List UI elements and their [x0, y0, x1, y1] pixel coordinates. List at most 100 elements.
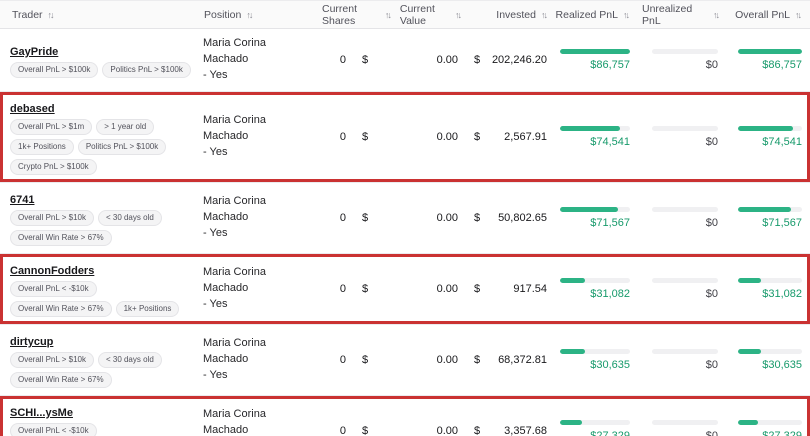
- trader-badge: < 30 days old: [97, 351, 162, 368]
- invested-amount: 917.54: [513, 282, 547, 295]
- invested-cell: $68,372.81: [466, 354, 552, 366]
- trader-name-link[interactable]: dirtycup: [10, 335, 54, 348]
- column-header-current-shares[interactable]: Current Shares ↑↓ Current Value ↑↓: [300, 1, 466, 29]
- trader-badge: Overall PnL > $10k: [10, 209, 94, 226]
- pnl-bar-track: [738, 48, 802, 54]
- trader-badge: 1k+ Positions: [10, 138, 74, 155]
- position-line1: Maria Corina Machado: [203, 265, 266, 294]
- pnl-value: $0: [705, 58, 718, 71]
- column-label: Trader: [12, 9, 43, 21]
- pnl-value: $74,541: [590, 135, 630, 148]
- position-line2: - Yes: [203, 145, 228, 158]
- unrealized-pnl-cell: $0: [642, 206, 728, 229]
- currency-symbol: $: [474, 130, 481, 143]
- pnl-bar-track: [560, 125, 630, 131]
- trader-cell: debased Overall PnL > $1m > 1 year old 1k+ …: [0, 99, 198, 175]
- trader-badge: Crypto PnL > $100k: [10, 158, 97, 175]
- unrealized-pnl-cell: $0: [642, 125, 728, 148]
- currency-symbol: $: [362, 53, 369, 66]
- realized-pnl-cell: $86,757: [552, 48, 642, 71]
- position-line1: Maria Corina Machado: [203, 113, 266, 142]
- pnl-value: $27,329: [762, 429, 802, 436]
- trader-badge: Overall PnL > $100k: [10, 61, 99, 78]
- trader-badge: Overall Win Rate > 67%: [10, 300, 112, 317]
- column-label: Realized PnL: [555, 9, 618, 21]
- pnl-value: $0: [705, 216, 718, 229]
- column-header-realized-pnl[interactable]: Realized PnL ↑↓: [552, 1, 642, 29]
- pnl-bar-track: [652, 277, 718, 283]
- column-header-position[interactable]: Position ↑↓: [198, 1, 300, 29]
- column-label: Current Value: [399, 3, 435, 27]
- currency-symbol: $: [474, 353, 481, 366]
- invested-amount: 202,246.20: [491, 53, 547, 66]
- trader-badge: Overall Win Rate > 67%: [10, 229, 112, 246]
- trader-name-link[interactable]: SCHI...ysMe: [10, 406, 73, 419]
- pnl-bar-track: [738, 348, 802, 354]
- pnl-bar-fill: [738, 348, 761, 354]
- invested-cell: $50,802.65: [466, 212, 552, 224]
- position-line1: Maria Corina Machado: [203, 407, 266, 436]
- pnl-bar-track: [560, 48, 630, 54]
- trader-name-link[interactable]: GayPride: [10, 45, 59, 58]
- table-header: Trader ↑↓ Position ↑↓ Current Shares ↑↓ …: [0, 1, 810, 29]
- trader-badge: 1k+ Positions: [115, 300, 180, 317]
- trader-cell: 6741 Overall PnL > $10k < 30 days old Overa…: [0, 190, 198, 246]
- table-row: dirtycup Overall PnL > $10k < 30 days old O…: [0, 325, 810, 396]
- overall-pnl-cell: $86,757: [728, 48, 810, 71]
- trader-badges: Overall PnL > $1m > 1 year old 1k+ Positio…: [10, 118, 192, 175]
- trader-badge: Overall PnL < -$10k: [10, 280, 97, 297]
- sort-icon: ↑↓: [455, 10, 462, 20]
- trader-badges: Overall PnL > $10k < 30 days old Overall W…: [10, 351, 192, 388]
- column-header-invested[interactable]: Invested ↑↓: [466, 1, 552, 29]
- position-line1: Maria Corina Machado: [203, 194, 266, 223]
- trader-badge: Overall PnL > $1m: [10, 118, 93, 135]
- column-header-trader[interactable]: Trader ↑↓: [0, 1, 198, 29]
- sort-icon: ↑↓: [795, 10, 802, 20]
- pnl-value: $86,757: [762, 58, 802, 71]
- trader-cell: dirtycup Overall PnL > $10k < 30 days old O…: [0, 332, 198, 388]
- pnl-value: $0: [705, 429, 718, 436]
- current-value-amount: 0.00: [436, 282, 458, 295]
- currency-symbol: $: [362, 130, 369, 143]
- currency-symbol: $: [362, 282, 369, 295]
- pnl-bar-fill: [560, 206, 618, 212]
- pnl-value: $86,757: [590, 58, 630, 71]
- current-value-cell: $0.00: [350, 54, 466, 66]
- trader-name-link[interactable]: 6741: [10, 193, 35, 206]
- column-header-unrealized-pnl[interactable]: Unrealized PnL ↑↓: [642, 1, 728, 29]
- table-row: debased Overall PnL > $1m > 1 year old 1k+ …: [0, 91, 810, 183]
- pnl-bar-fill: [738, 419, 759, 425]
- sort-icon: ↑↓: [713, 10, 720, 20]
- trader-name-link[interactable]: debased: [10, 102, 55, 115]
- trader-cell: GayPride Overall PnL > $100k Politics PnL …: [0, 42, 198, 78]
- table-row: GayPride Overall PnL > $100k Politics PnL …: [0, 29, 810, 92]
- position-cell: Maria Corina Machado - Yes: [198, 36, 300, 84]
- currency-symbol: $: [362, 353, 369, 366]
- current-value-cell: $0.00: [350, 283, 466, 295]
- trader-badge: < 30 days old: [97, 209, 162, 226]
- invested-amount: 68,372.81: [498, 353, 547, 366]
- currency-symbol: $: [362, 424, 369, 436]
- pnl-value: $0: [705, 287, 718, 300]
- column-header-overall-pnl[interactable]: Overall PnL ↑↓: [728, 1, 810, 29]
- pnl-bar-track: [560, 206, 630, 212]
- overall-pnl-cell: $30,635: [728, 348, 810, 371]
- position-cell: Maria Corina Machado - Yes: [198, 336, 300, 384]
- overall-pnl-cell: $74,541: [728, 125, 810, 148]
- pnl-bar-track: [738, 206, 802, 212]
- pnl-value: $31,082: [590, 287, 630, 300]
- column-header-current-value[interactable]: Current Value ↑↓: [399, 3, 462, 27]
- trader-name-link[interactable]: CannonFodders: [10, 264, 95, 277]
- pnl-value: $30,635: [762, 358, 802, 371]
- current-value-amount: 0.00: [436, 130, 458, 143]
- pnl-bar-fill: [560, 419, 583, 425]
- sort-icon: ↑↓: [623, 10, 630, 20]
- invested-cell: $2,567.91: [466, 131, 552, 143]
- pnl-bar-fill: [738, 206, 791, 212]
- current-shares-cell: 0: [339, 130, 346, 143]
- trader-badge: Politics PnL > $100k: [77, 138, 167, 155]
- table-rows: GayPride Overall PnL > $100k Politics PnL …: [0, 29, 810, 436]
